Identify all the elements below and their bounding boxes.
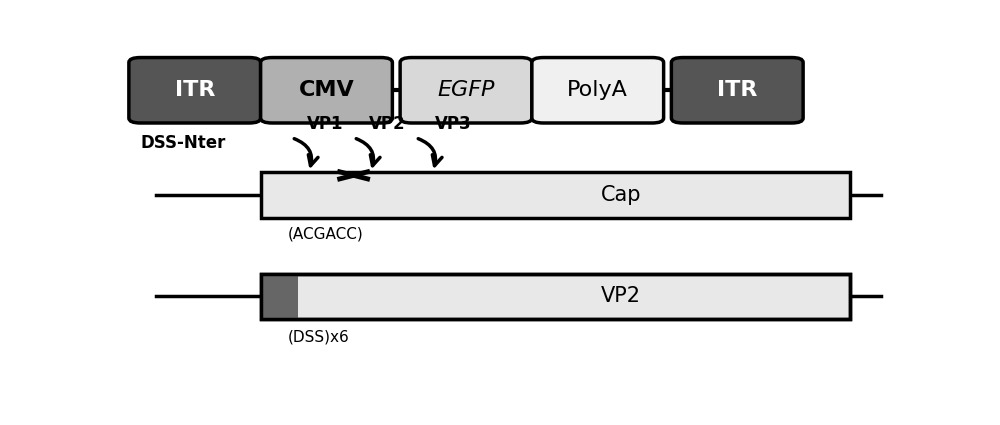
- Text: VP2: VP2: [601, 286, 641, 306]
- FancyBboxPatch shape: [261, 274, 298, 319]
- FancyBboxPatch shape: [671, 57, 803, 123]
- Text: Cap: Cap: [601, 185, 641, 205]
- FancyBboxPatch shape: [532, 57, 664, 123]
- Text: ITR: ITR: [175, 80, 215, 100]
- Text: PolyA: PolyA: [567, 80, 628, 100]
- FancyBboxPatch shape: [261, 274, 850, 319]
- Text: VP2: VP2: [369, 115, 406, 133]
- Text: VP3: VP3: [435, 115, 472, 133]
- Text: (DSS)x6: (DSS)x6: [288, 330, 350, 345]
- Text: DSS-Nter: DSS-Nter: [140, 133, 226, 152]
- FancyBboxPatch shape: [129, 57, 261, 123]
- Text: VP1: VP1: [307, 115, 344, 133]
- FancyBboxPatch shape: [261, 172, 850, 218]
- FancyBboxPatch shape: [400, 57, 532, 123]
- Text: ITR: ITR: [717, 80, 757, 100]
- FancyBboxPatch shape: [261, 57, 392, 123]
- Text: (ACGACC): (ACGACC): [288, 227, 364, 242]
- Text: CMV: CMV: [299, 80, 354, 100]
- Text: EGFP: EGFP: [437, 80, 495, 100]
